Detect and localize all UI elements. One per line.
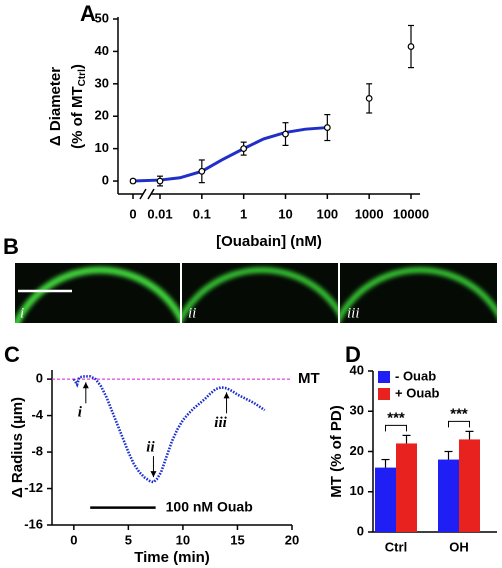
y-tick-label: 10 (95, 140, 109, 155)
reference-label: MT (298, 370, 320, 387)
annotation: iii (214, 415, 227, 431)
legend-swatch (378, 371, 390, 383)
panel-label: C (4, 342, 20, 367)
point (198, 167, 206, 175)
y-axis-label-part: ) (69, 64, 86, 69)
point (365, 94, 373, 102)
membrane (340, 267, 497, 323)
panel-label: B (3, 234, 19, 259)
point (240, 145, 248, 153)
x-tick-label: 1000 (355, 206, 384, 221)
y-tick-label: 40 (95, 43, 109, 58)
y-tick-label: 20 (95, 108, 109, 123)
x-tick-label: 1 (240, 206, 247, 221)
error-bar (465, 430, 474, 440)
bar (375, 467, 396, 532)
error-bar (402, 434, 411, 444)
y-axis-label-sub: Ctrl (77, 69, 88, 86)
micrograph-panel: B i ii iii (3, 234, 497, 323)
bar (438, 459, 459, 532)
bar (396, 443, 417, 532)
annotation-arrowhead (82, 382, 89, 389)
legend-label: - Ouab (395, 368, 436, 383)
legend-swatch (378, 388, 390, 400)
axis-break (147, 188, 155, 200)
y-tick-label: 20 (350, 443, 364, 458)
y-tick-label: 10 (350, 483, 364, 498)
micrograph-label: ii (188, 305, 196, 321)
membrane (15, 266, 180, 323)
y-tick-label: 40 (350, 362, 364, 377)
point (323, 124, 331, 131)
x-axis-label: [Ouabain] (nM) (216, 233, 322, 250)
error-bar (444, 450, 453, 460)
axis-break (139, 188, 147, 200)
panel-label: A (80, 1, 96, 26)
bar (459, 439, 480, 532)
y-tick-label: -12 (24, 480, 43, 495)
point (282, 130, 289, 138)
y-axis-label: MT (% of PD) (328, 405, 345, 497)
y-tick-label: -4 (31, 407, 43, 422)
error-bar (381, 458, 390, 468)
fit-curve (132, 126, 328, 183)
y-tick-label: 30 (95, 75, 109, 90)
x-tick-label: 0.01 (147, 206, 172, 221)
x-tick-label: 100 (316, 206, 338, 221)
x-tick-label: 0 (70, 532, 77, 547)
y-tick-label: 0 (357, 523, 364, 538)
y-axis-label-part: (% of MT (69, 86, 86, 148)
annotation: i (78, 405, 83, 421)
point (156, 177, 164, 185)
significance-bracket (385, 424, 407, 432)
y-tick-label: 50 (95, 10, 109, 25)
trace (72, 375, 266, 484)
y-tick-label: 0 (36, 371, 43, 386)
annotation: ii (146, 440, 155, 456)
significance: *** (387, 409, 405, 426)
x-tick-label: 10000 (393, 206, 429, 221)
x-tick-label: 10 (176, 532, 190, 547)
annotation-arrowhead (223, 392, 230, 399)
x-axis-label: Time (min) (134, 549, 210, 566)
significance: *** (450, 405, 468, 422)
x-tick-label: 15 (230, 532, 244, 547)
legend-label: + Ouab (395, 385, 439, 400)
x-tick-label: 0.1 (193, 206, 211, 221)
point (407, 43, 415, 50)
annotation-arrowhead (150, 471, 157, 478)
x-tick-label: 20 (285, 532, 299, 547)
panel-label: D (345, 342, 361, 367)
membrane (182, 267, 338, 323)
significance-bracket (448, 420, 470, 428)
x-tick-label: 10 (278, 206, 292, 221)
micrograph-label: i (20, 305, 24, 321)
x-tick-label: Ctrl (385, 539, 407, 554)
y-tick-label: -16 (24, 516, 43, 531)
y-tick-label: 30 (350, 403, 364, 418)
x-tick-label: 5 (125, 532, 132, 547)
y-tick-label: 0 (102, 172, 109, 187)
y-tick-label: -8 (31, 443, 43, 458)
y-axis-label: Δ Diameter (47, 67, 64, 146)
treatment-label: 100 nM Ouab (166, 498, 253, 514)
y-axis-label: (% of MTCtrl) (69, 64, 88, 149)
x-tick-label: OH (449, 539, 469, 554)
point (129, 177, 137, 185)
y-axis-label: Δ Radius (µm) (9, 397, 26, 498)
micrograph-label: iii (347, 305, 360, 321)
x-tick-label: 0 (129, 206, 136, 221)
